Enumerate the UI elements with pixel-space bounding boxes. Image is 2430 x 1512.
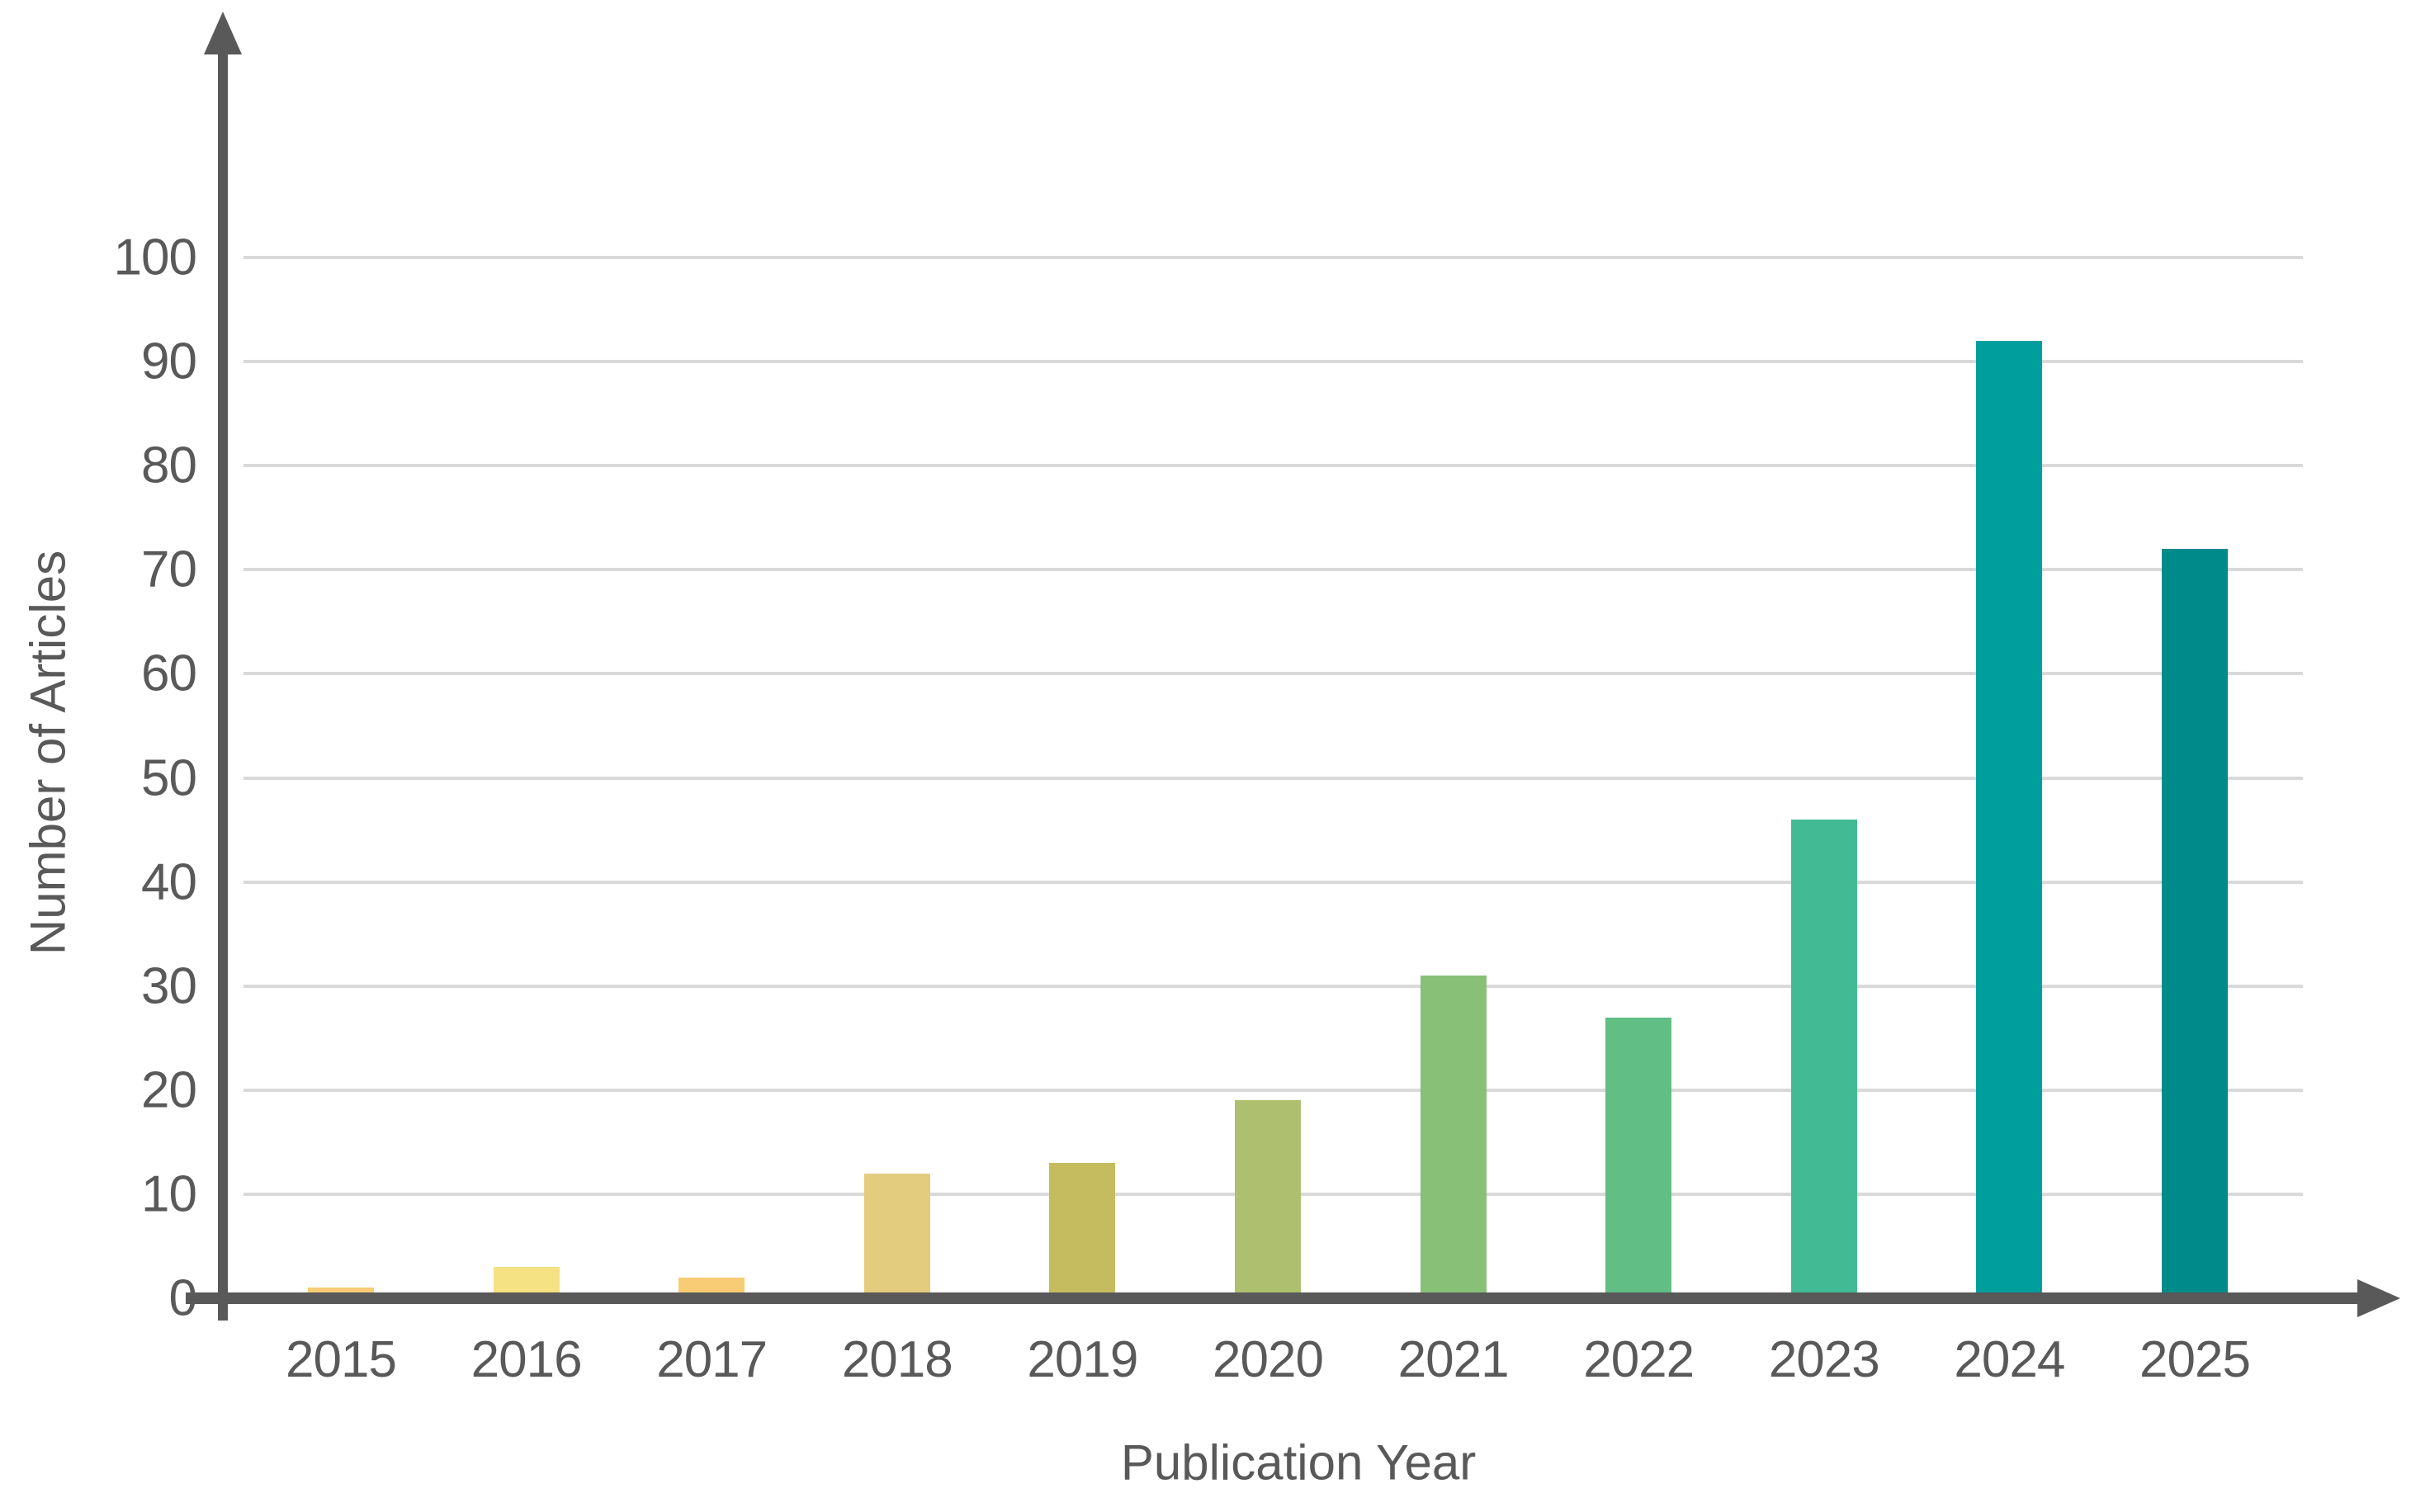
gridline-60 — [243, 672, 2303, 676]
x-tick-label-2020: 2020 — [1213, 1331, 1324, 1388]
bar-2022 — [1605, 1017, 1672, 1298]
y-tick-label-50: 50 — [141, 749, 197, 806]
y-tick-label-30: 30 — [141, 957, 197, 1015]
x-tick-label-2023: 2023 — [1768, 1331, 1880, 1388]
y-tick-label-10: 10 — [141, 1165, 197, 1223]
y-tick-label-80: 80 — [141, 437, 197, 494]
x-tick-label-2016: 2016 — [470, 1331, 583, 1388]
gridline-50 — [243, 776, 2303, 780]
x-axis-arrow-icon — [2357, 1279, 2400, 1317]
y-tick-label-40: 40 — [141, 853, 197, 911]
y-tick-label-0: 0 — [168, 1269, 197, 1327]
gridline-20 — [243, 1088, 2303, 1092]
gridline-90 — [243, 360, 2303, 364]
x-tick-label-2015: 2015 — [286, 1331, 397, 1388]
x-tick-label-2025: 2025 — [2139, 1331, 2251, 1388]
y-tick-label-100: 100 — [113, 229, 197, 286]
gridline-30 — [243, 984, 2303, 988]
bar-2025 — [2162, 549, 2228, 1298]
y-tick-label-60: 60 — [141, 645, 197, 702]
bar-2020 — [1235, 1100, 1301, 1298]
y-tick-label-70: 70 — [141, 541, 197, 598]
bar-2019 — [1049, 1163, 1116, 1298]
x-tick-label-2017: 2017 — [656, 1331, 768, 1388]
gridline-40 — [243, 880, 2303, 884]
y-tick-label-90: 90 — [141, 333, 197, 390]
bar-2018 — [863, 1173, 930, 1298]
x-tick-label-2024: 2024 — [1954, 1331, 2065, 1388]
y-axis-title: Number of Articles — [20, 550, 76, 956]
gridline-70 — [243, 568, 2303, 572]
y-axis-line — [218, 45, 228, 1321]
x-tick-label-2022: 2022 — [1583, 1331, 1695, 1388]
y-axis-arrow-icon — [204, 12, 242, 54]
gridline-100 — [243, 256, 2303, 259]
bar-2024 — [1976, 340, 2043, 1298]
x-tick-label-2018: 2018 — [841, 1331, 953, 1388]
bar-2023 — [1790, 819, 1857, 1298]
y-tick-label-20: 20 — [141, 1061, 197, 1119]
gridline-80 — [243, 464, 2303, 468]
x-tick-label-2019: 2019 — [1027, 1331, 1138, 1388]
x-tick-label-2021: 2021 — [1397, 1331, 1510, 1388]
bar-2021 — [1420, 976, 1487, 1298]
x-axis-line — [186, 1292, 2361, 1304]
x-axis-title: Publication Year — [1120, 1434, 1477, 1491]
